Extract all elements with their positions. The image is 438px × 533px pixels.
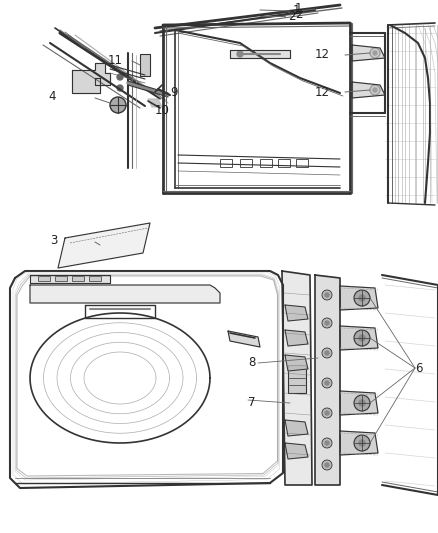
Circle shape (322, 318, 332, 328)
Text: 12: 12 (315, 85, 330, 99)
Circle shape (117, 74, 123, 80)
Text: 4: 4 (48, 90, 56, 102)
Text: 11: 11 (108, 53, 123, 67)
Bar (288, 365, 306, 393)
Circle shape (325, 351, 329, 355)
Polygon shape (340, 286, 378, 310)
Circle shape (117, 85, 123, 91)
Circle shape (359, 335, 365, 341)
Circle shape (373, 51, 377, 55)
Circle shape (325, 411, 329, 415)
Circle shape (325, 463, 329, 467)
Circle shape (237, 51, 243, 57)
Bar (296, 159, 308, 167)
Bar (38, 276, 50, 281)
Bar (260, 159, 272, 167)
Text: 2: 2 (288, 10, 296, 22)
Bar (220, 159, 232, 167)
Circle shape (110, 97, 126, 113)
Circle shape (354, 290, 370, 306)
Circle shape (359, 440, 365, 446)
Text: 2: 2 (295, 9, 303, 21)
Polygon shape (148, 99, 162, 107)
Text: 9: 9 (170, 86, 177, 100)
Circle shape (325, 381, 329, 385)
Circle shape (370, 48, 380, 58)
Bar (140, 54, 150, 76)
Polygon shape (352, 82, 385, 98)
Circle shape (322, 348, 332, 358)
Circle shape (325, 293, 329, 297)
Bar (278, 159, 290, 167)
Circle shape (359, 295, 365, 301)
Circle shape (322, 438, 332, 448)
Polygon shape (228, 331, 260, 347)
Text: 1: 1 (295, 3, 303, 15)
Circle shape (325, 441, 329, 445)
Circle shape (359, 400, 365, 406)
Circle shape (322, 460, 332, 470)
Circle shape (354, 435, 370, 451)
Polygon shape (340, 431, 378, 455)
Polygon shape (30, 285, 220, 303)
Polygon shape (58, 223, 150, 268)
Text: 10: 10 (155, 104, 170, 117)
Polygon shape (285, 355, 308, 371)
Polygon shape (285, 420, 308, 436)
Circle shape (325, 321, 329, 325)
Circle shape (373, 88, 377, 92)
Text: 12: 12 (315, 49, 330, 61)
Circle shape (354, 330, 370, 346)
Circle shape (322, 378, 332, 388)
Text: 8: 8 (248, 357, 255, 369)
Polygon shape (352, 45, 385, 61)
Bar (89, 276, 101, 281)
Circle shape (322, 408, 332, 418)
Polygon shape (340, 326, 378, 350)
Bar (240, 159, 252, 167)
Text: 1: 1 (293, 4, 300, 18)
Polygon shape (230, 50, 290, 58)
Polygon shape (340, 391, 378, 415)
Circle shape (370, 85, 380, 95)
Bar (72, 276, 84, 281)
Circle shape (354, 395, 370, 411)
Polygon shape (285, 305, 308, 321)
Polygon shape (315, 275, 340, 485)
Text: 6: 6 (415, 361, 423, 375)
Bar (55, 276, 67, 281)
Polygon shape (72, 63, 110, 93)
Polygon shape (285, 443, 308, 459)
Polygon shape (285, 330, 308, 346)
Polygon shape (282, 271, 312, 485)
Text: 7: 7 (248, 397, 255, 409)
Circle shape (322, 290, 332, 300)
Text: 3: 3 (50, 235, 57, 247)
Polygon shape (30, 275, 110, 283)
